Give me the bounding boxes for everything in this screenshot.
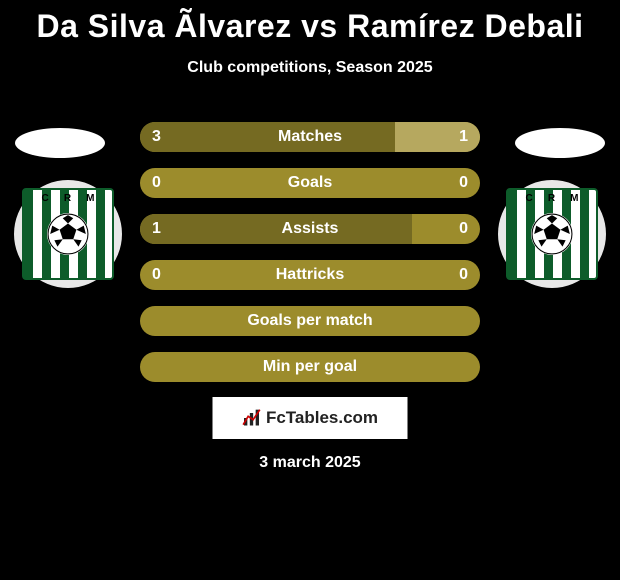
page-title: Da Silva Ãlvarez vs Ramírez Debali [0,0,620,45]
soccer-ball-icon [531,213,573,255]
subtitle: Club competitions, Season 2025 [0,59,620,77]
crest-letter: C [42,193,49,204]
crest-letters: C R M [24,193,112,204]
vs-separator: vs [301,8,338,44]
stat-row: Goals0 0 [140,168,480,198]
stat-value-player-a: 0 [152,168,161,198]
stat-row: Hattricks0 0 [140,260,480,290]
stat-value-player-a: 1 [152,214,161,244]
stat-value-player-a: 0 [152,260,161,290]
stat-label: Goals per match [140,306,480,336]
crest-shield: C R M [22,188,114,280]
stat-value-player-a: 3 [152,122,161,152]
stats-comparison: Matches31Goals00Assists10Hattricks00Goal… [140,122,480,398]
brand-text: FcTables.com [266,408,378,428]
player-b-photo-placeholder [515,128,605,158]
stat-value-player-b: 0 [459,214,468,244]
stat-value-player-b: 1 [459,122,468,152]
player-a-photo-placeholder [15,128,105,158]
player-a-club-crest: C R M [14,180,122,288]
crest-letter: R [64,193,71,204]
player-b-club-crest: C R M [498,180,606,288]
crest-letter: R [548,193,555,204]
stat-row: Assists1 0 [140,214,480,244]
player-b-name: Ramírez Debali [347,8,583,44]
crest-letter: M [570,193,578,204]
stat-value-player-b: 0 [459,168,468,198]
stat-row: Goals per match [140,306,480,336]
brand-badge[interactable]: FcTables.com [213,397,408,439]
stat-value-player-b: 0 [459,260,468,290]
crest-letters: C R M [508,193,596,204]
stat-row: Min per goal [140,352,480,382]
player-a-name: Da Silva Ãlvarez [36,8,291,44]
snapshot-date: 3 march 2025 [0,454,620,472]
stat-label: Hattricks [140,260,480,290]
stat-label: Goals [140,168,480,198]
stat-label: Assists [140,214,480,244]
soccer-ball-icon [47,213,89,255]
crest-letter: M [86,193,94,204]
crest-letter: C [526,193,533,204]
bar-chart-icon [242,408,262,428]
stat-label: Matches [140,122,480,152]
stat-row: Matches3 1 [140,122,480,152]
crest-shield: C R M [506,188,598,280]
stat-label: Min per goal [140,352,480,382]
